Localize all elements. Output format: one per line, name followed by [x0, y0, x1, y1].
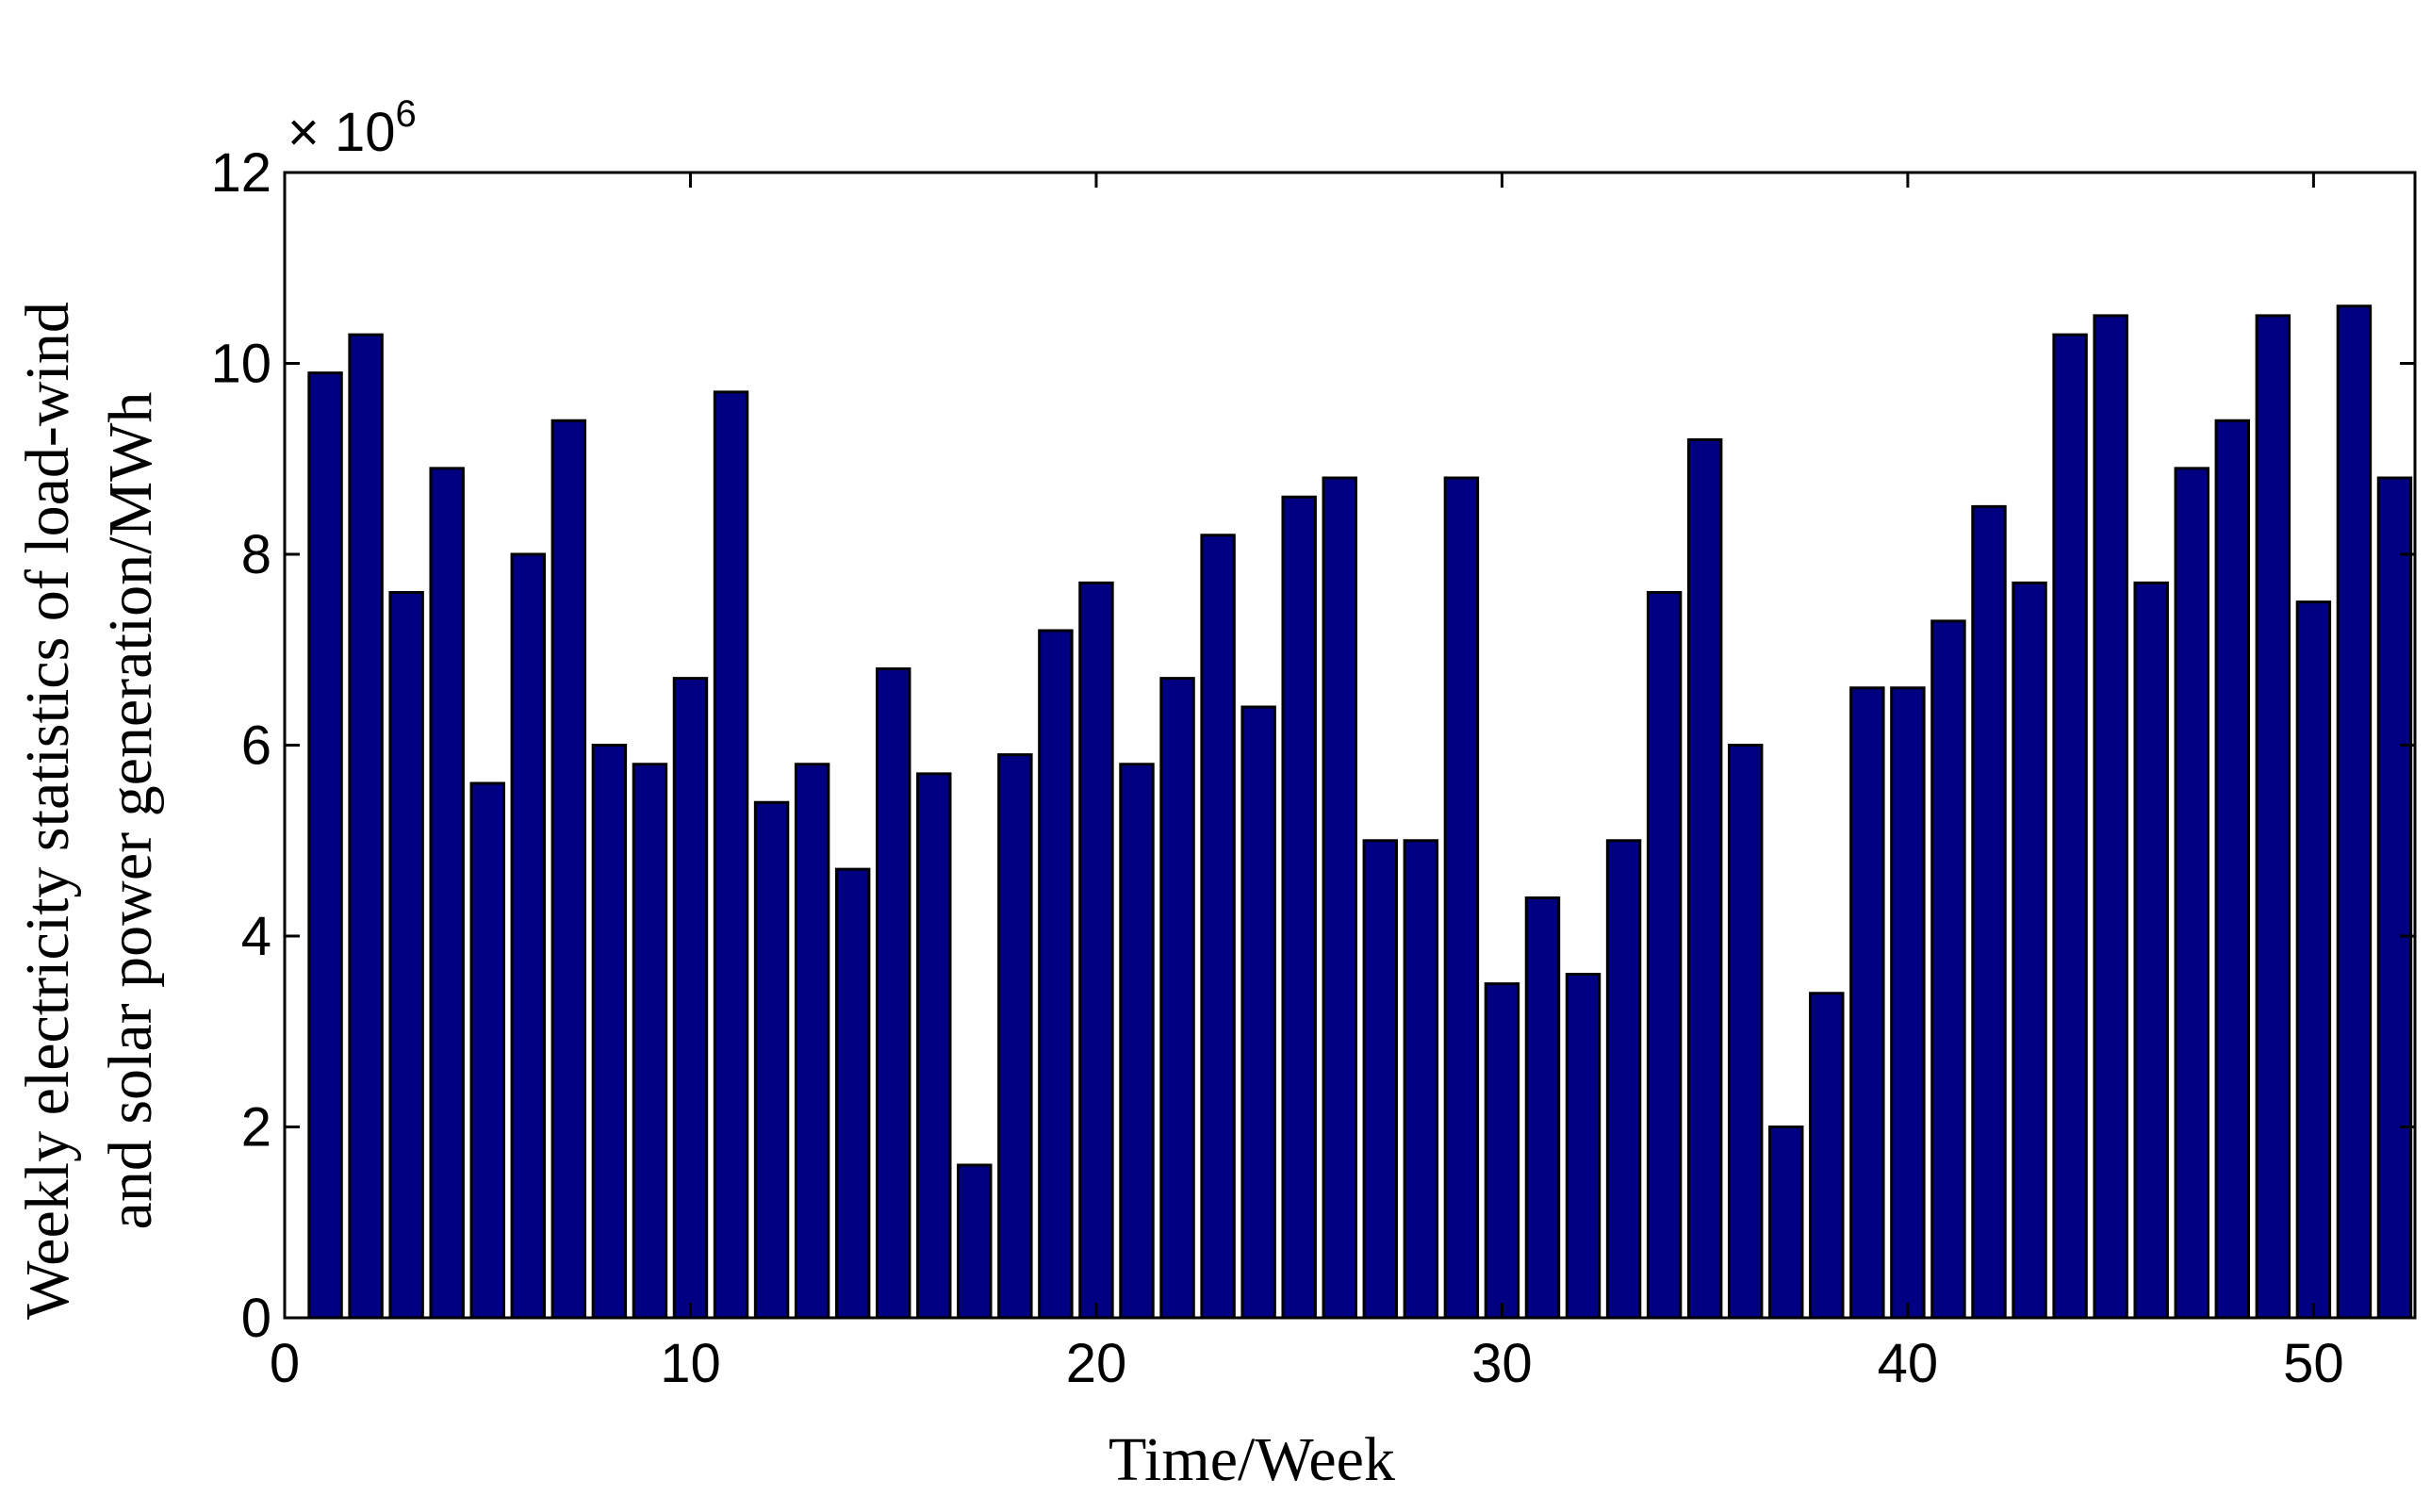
y-axis-multiplier: × 106 [287, 93, 417, 163]
bar-week-7 [550, 419, 587, 1320]
y-axis-title-line1: Weekly electricity statistics of load-wi… [13, 302, 82, 1320]
x-tick-label: 40 [1878, 1333, 1939, 1394]
bar-week-22 [1159, 677, 1195, 1320]
x-tick-label: 50 [2283, 1333, 2344, 1394]
bars-group [307, 304, 2413, 1320]
x-tick-label: 10 [660, 1333, 721, 1394]
bar-week-3 [388, 591, 424, 1320]
bar-week-36 [1727, 744, 1764, 1320]
bar-week-41 [1930, 619, 1966, 1320]
bar-week-49 [2255, 314, 2291, 1320]
bar-week-50 [2295, 600, 2332, 1320]
bar-week-24 [1240, 705, 1276, 1320]
bar-week-30 [1484, 982, 1520, 1320]
y-tick-label: 8 [241, 524, 271, 585]
bar-week-23 [1200, 534, 1236, 1320]
y-tick-label: 0 [241, 1288, 271, 1349]
x-tick-label: 30 [1471, 1333, 1533, 1394]
bar-week-46 [2133, 581, 2169, 1320]
bar-week-5 [469, 781, 505, 1320]
bar-week-21 [1119, 763, 1155, 1320]
bar-week-2 [348, 333, 384, 1320]
bar-week-45 [2093, 314, 2128, 1320]
bar-week-17 [957, 1163, 993, 1320]
tick-labels-group: 0 10 20 30 40 50 0 2 4 6 8 10 12 [210, 142, 2343, 1394]
bar-week-14 [834, 867, 871, 1320]
bar-week-51 [2336, 304, 2373, 1320]
bar-week-16 [916, 772, 952, 1320]
bar-week-12 [753, 800, 790, 1320]
bar-week-34 [1646, 591, 1683, 1320]
x-tick-label: 20 [1066, 1333, 1127, 1394]
bar-week-18 [997, 753, 1033, 1320]
bar-week-28 [1403, 839, 1439, 1320]
bar-week-44 [2052, 333, 2088, 1320]
bar-week-43 [2012, 581, 2047, 1320]
bar-week-11 [713, 390, 749, 1320]
bar-week-33 [1605, 839, 1642, 1320]
bar-week-40 [1890, 686, 1926, 1320]
bar-week-47 [2174, 467, 2209, 1320]
y-tick-label: 10 [210, 334, 271, 395]
bar-week-13 [794, 763, 830, 1320]
bar-week-25 [1281, 495, 1317, 1320]
bar-week-27 [1362, 839, 1399, 1320]
y-tick-label: 12 [210, 142, 271, 204]
bar-week-48 [2214, 419, 2251, 1320]
y-multiplier-exponent: 6 [396, 93, 417, 135]
bar-week-52 [2376, 476, 2413, 1320]
bar-week-15 [875, 667, 912, 1320]
y-tick-label: 6 [241, 715, 271, 777]
bar-week-26 [1322, 476, 1357, 1320]
bar-week-19 [1038, 629, 1074, 1320]
bar-week-1 [307, 371, 343, 1320]
bar-week-10 [672, 677, 709, 1320]
plot-frame [283, 171, 2417, 1320]
y-axis-title-line2: and solar power generation/MWh [96, 392, 165, 1230]
bar-week-31 [1524, 896, 1561, 1320]
bar-week-38 [1809, 992, 1845, 1320]
y-multiplier-base: × 10 [287, 102, 396, 163]
bar-week-39 [1849, 686, 1885, 1320]
bar-week-37 [1768, 1126, 1804, 1320]
bar-week-4 [429, 467, 465, 1320]
bar-week-20 [1078, 581, 1114, 1320]
bar-week-35 [1686, 438, 1723, 1320]
bar-week-8 [591, 744, 628, 1320]
y-tick-label: 2 [241, 1097, 271, 1159]
x-axis-title: Time/Week [1109, 1425, 1395, 1494]
bar-week-42 [1971, 504, 2007, 1320]
bar-week-32 [1565, 973, 1602, 1320]
bar-week-6 [510, 552, 547, 1320]
bar-week-9 [632, 763, 668, 1320]
y-tick-label: 4 [241, 906, 271, 967]
x-tick-label: 0 [270, 1333, 300, 1394]
bar-week-29 [1443, 476, 1480, 1320]
